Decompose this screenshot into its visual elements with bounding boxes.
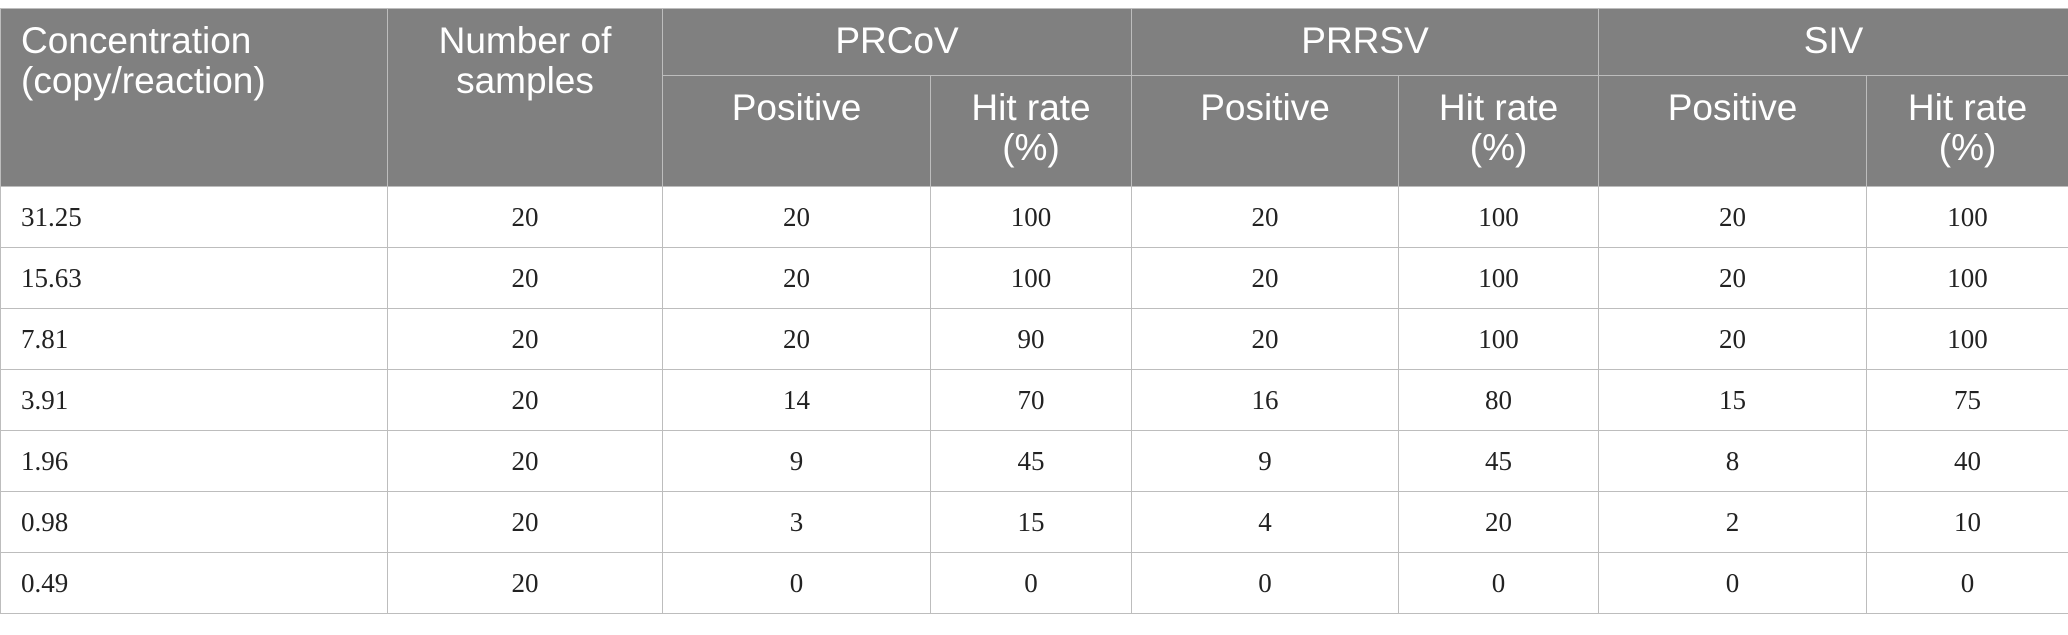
cell-prcov-hit-rate: 45 bbox=[929, 430, 1133, 492]
cell-siv-positive: 20 bbox=[1598, 247, 1868, 309]
cell-prcov-positive: 20 bbox=[662, 308, 931, 370]
header-positive: Positive bbox=[662, 75, 931, 187]
cell-concentration: 0.98 bbox=[0, 491, 388, 553]
cell-prrsv-hit-rate: 100 bbox=[1398, 308, 1600, 370]
cell-concentration: 31.25 bbox=[0, 186, 388, 248]
cell-prcov-positive: 20 bbox=[662, 247, 931, 309]
header-concentration: Concentration (copy/reaction) bbox=[0, 8, 388, 187]
cell-prcov-hit-rate: 90 bbox=[929, 308, 1133, 370]
table-row: 31.25 20 20 100 20 100 20 100 bbox=[0, 186, 2068, 248]
cell-prcov-positive: 14 bbox=[662, 369, 931, 431]
cell-siv-hit-rate: 100 bbox=[1866, 247, 2068, 309]
cell-siv-positive: 8 bbox=[1598, 430, 1868, 492]
cell-prcov-hit-rate: 0 bbox=[929, 552, 1133, 614]
header-hit-rate: Hit rate (%) bbox=[929, 75, 1133, 187]
cell-prrsv-hit-rate: 45 bbox=[1398, 430, 1600, 492]
cell-samples: 20 bbox=[387, 552, 663, 614]
cell-siv-positive: 0 bbox=[1598, 552, 1868, 614]
cell-prcov-positive: 3 bbox=[662, 491, 931, 553]
cell-prcov-hit-rate: 100 bbox=[929, 186, 1133, 248]
cell-concentration: 1.96 bbox=[0, 430, 388, 492]
cell-prcov-positive: 0 bbox=[662, 552, 931, 614]
cell-siv-positive: 20 bbox=[1598, 186, 1868, 248]
cell-prrsv-hit-rate: 100 bbox=[1398, 186, 1600, 248]
cell-siv-hit-rate: 75 bbox=[1866, 369, 2068, 431]
cell-concentration: 3.91 bbox=[0, 369, 388, 431]
cell-samples: 20 bbox=[387, 369, 663, 431]
header-group-prrsv: PRRSV bbox=[1131, 8, 1600, 76]
cell-prrsv-positive: 9 bbox=[1131, 430, 1400, 492]
cell-prcov-positive: 9 bbox=[662, 430, 931, 492]
header-group-prcov: PRCoV bbox=[661, 8, 1133, 76]
cell-samples: 20 bbox=[387, 186, 663, 248]
cell-prcov-hit-rate: 70 bbox=[929, 369, 1133, 431]
header-group-siv: SIV bbox=[1598, 8, 2068, 76]
cell-concentration: 0.49 bbox=[0, 552, 388, 614]
header-samples: Number of samples bbox=[387, 8, 663, 187]
cell-samples: 20 bbox=[387, 430, 663, 492]
cell-prrsv-hit-rate: 0 bbox=[1398, 552, 1600, 614]
header-hit-rate: Hit rate (%) bbox=[1398, 75, 1600, 187]
cell-prrsv-positive: 20 bbox=[1131, 247, 1400, 309]
header-positive: Positive bbox=[1131, 75, 1400, 187]
table-container: Concentration (copy/reaction) Number of … bbox=[0, 8, 2068, 614]
table-row: 0.49 20 0 0 0 0 0 0 bbox=[0, 552, 2068, 614]
cell-siv-hit-rate: 0 bbox=[1866, 552, 2068, 614]
table-row: 3.91 20 14 70 16 80 15 75 bbox=[0, 369, 2068, 431]
cell-concentration: 7.81 bbox=[0, 308, 388, 370]
cell-prrsv-positive: 16 bbox=[1131, 369, 1400, 431]
cell-siv-hit-rate: 40 bbox=[1866, 430, 2068, 492]
cell-siv-positive: 20 bbox=[1598, 308, 1868, 370]
header-positive: Positive bbox=[1598, 75, 1868, 187]
cell-prcov-hit-rate: 15 bbox=[929, 491, 1133, 553]
table-row: 15.63 20 20 100 20 100 20 100 bbox=[0, 247, 2068, 309]
header-hit-rate: Hit rate (%) bbox=[1866, 75, 2068, 187]
cell-prrsv-hit-rate: 100 bbox=[1398, 247, 1600, 309]
cell-siv-positive: 2 bbox=[1598, 491, 1868, 553]
cell-prrsv-positive: 4 bbox=[1131, 491, 1400, 553]
cell-prcov-hit-rate: 100 bbox=[929, 247, 1133, 309]
cell-siv-positive: 15 bbox=[1598, 369, 1868, 431]
cell-prrsv-positive: 0 bbox=[1131, 552, 1400, 614]
cell-siv-hit-rate: 100 bbox=[1866, 186, 2068, 248]
cell-samples: 20 bbox=[387, 491, 663, 553]
cell-siv-hit-rate: 10 bbox=[1866, 491, 2068, 553]
table-row: 7.81 20 20 90 20 100 20 100 bbox=[0, 308, 2068, 370]
cell-prrsv-hit-rate: 80 bbox=[1398, 369, 1600, 431]
cell-samples: 20 bbox=[387, 247, 663, 309]
cell-concentration: 15.63 bbox=[0, 247, 388, 309]
cell-siv-hit-rate: 100 bbox=[1866, 308, 2068, 370]
cell-prrsv-hit-rate: 20 bbox=[1398, 491, 1600, 553]
table-row: 1.96 20 9 45 9 45 8 40 bbox=[0, 430, 2068, 492]
cell-samples: 20 bbox=[387, 308, 663, 370]
table-row: 0.98 20 3 15 4 20 2 10 bbox=[0, 491, 2068, 553]
cell-prcov-positive: 20 bbox=[662, 186, 931, 248]
cell-prrsv-positive: 20 bbox=[1131, 308, 1400, 370]
cell-prrsv-positive: 20 bbox=[1131, 186, 1400, 248]
hit-rate-table: Concentration (copy/reaction) Number of … bbox=[0, 8, 2068, 614]
